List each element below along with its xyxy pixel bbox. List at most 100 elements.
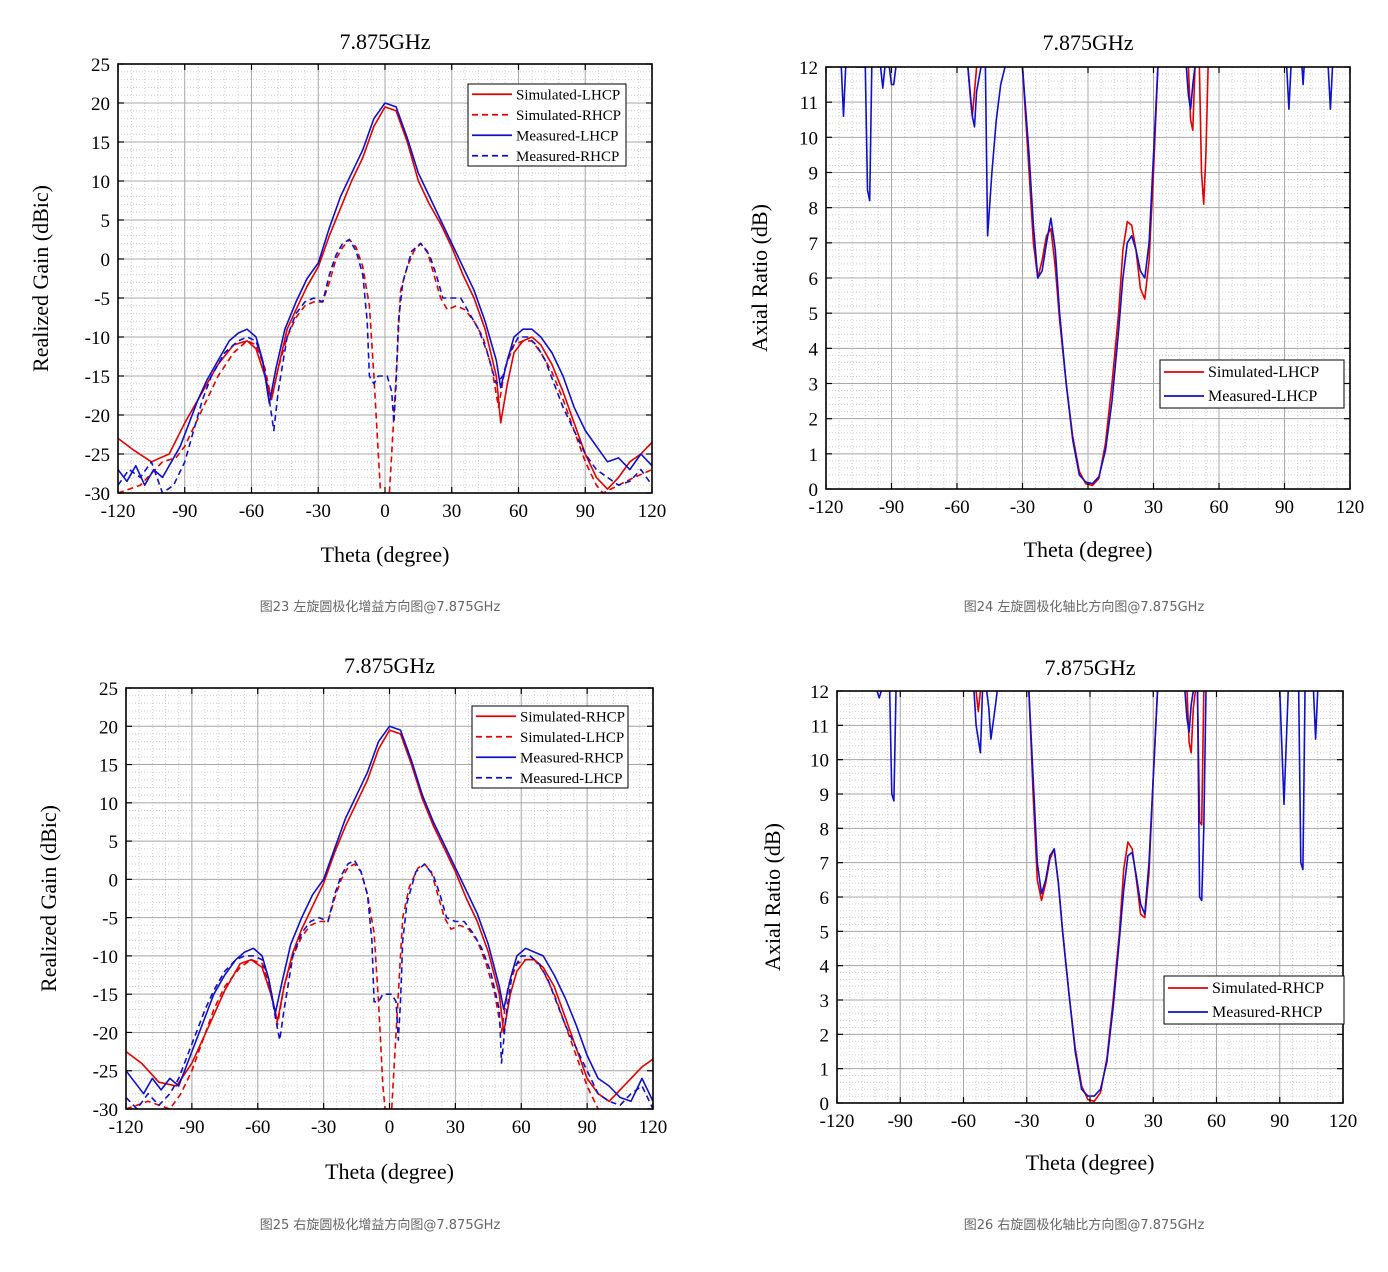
y-tick-label: -10 — [93, 947, 118, 968]
series-line-measured-lhcp — [840, 67, 1334, 485]
x-tick-label: 90 — [576, 501, 595, 522]
y-tick-label: 10 — [799, 128, 818, 149]
y-tick-label: 1 — [820, 1060, 830, 1081]
legend-label: Measured-LHCP — [520, 771, 622, 787]
legend-label: Measured-LHCP — [516, 128, 618, 144]
y-tick-label: 3 — [820, 991, 830, 1012]
series-line-simulated-rhcp — [126, 729, 653, 1103]
series-line-measured-rhcp — [876, 691, 1319, 1097]
x-tick-label: 90 — [1270, 1111, 1289, 1132]
y-tick-label: -20 — [93, 1023, 118, 1044]
x-tick-label: -30 — [311, 1117, 336, 1138]
x-tick-label: 60 — [1207, 1111, 1226, 1132]
legend-label: Simulated-RHCP — [516, 108, 621, 124]
legend: Simulated-RHCP Simulated-LHCP Measured-RHC… — [471, 705, 629, 789]
x-tick-label: 0 — [1083, 497, 1093, 518]
legend-label: Simulated-LHCP — [516, 87, 620, 103]
legend-label: Simulated-LHCP — [1208, 364, 1319, 381]
x-tick-label: -30 — [1010, 497, 1035, 518]
y-tick-label: 5 — [809, 304, 819, 325]
y-tick-label: 7 — [820, 854, 830, 875]
x-tick-label: -120 — [109, 1117, 144, 1138]
x-axis-label: Theta (degree) — [321, 542, 450, 567]
y-tick-label: 8 — [809, 199, 819, 220]
x-tick-label: 90 — [1275, 497, 1294, 518]
x-tick-label: -60 — [245, 1117, 270, 1138]
y-tick-label: 11 — [800, 93, 818, 114]
x-tick-label: -120 — [101, 501, 136, 522]
y-tick-label: 9 — [809, 164, 819, 185]
series-line-simulated-rhcp — [975, 691, 1205, 1103]
legend-label: Simulated-LHCP — [520, 730, 624, 746]
x-axis-label: Theta (degree) — [325, 1159, 454, 1184]
y-axis-label: Realized Gain (dBic) — [28, 185, 53, 372]
y-tick-label: 4 — [809, 339, 819, 360]
y-tick-label: 25 — [91, 55, 110, 76]
y-axis-label: Realized Gain (dBic) — [36, 805, 61, 992]
y-tick-label: 12 — [810, 682, 829, 703]
y-tick-label: 5 — [101, 211, 111, 232]
y-tick-label: 15 — [99, 756, 118, 777]
chart-panel-rhcp-gain: -120 -90 -60 -30 0 30 60 90 120 -30 -25 -20 -15 -10 -5… — [0, 636, 694, 1272]
y-tick-label: 2 — [820, 1025, 830, 1046]
series-line-simulated-lhcp — [118, 106, 652, 490]
y-tick-label: 9 — [820, 785, 830, 806]
series-group — [118, 102, 652, 493]
series-line-measured-lhcp — [126, 859, 653, 1109]
x-tick-label: 60 — [512, 1117, 531, 1138]
x-tick-label: 30 — [446, 1117, 465, 1138]
series-group — [840, 67, 1334, 487]
x-tick-label: 30 — [1144, 1111, 1163, 1132]
y-tick-label: 6 — [820, 888, 830, 909]
y-tick-label: 7 — [809, 234, 819, 255]
y-tick-label: 8 — [820, 819, 830, 840]
y-tick-label: 0 — [809, 480, 819, 501]
y-tick-label: 10 — [99, 794, 118, 815]
x-tick-label: 120 — [639, 1117, 668, 1138]
chart-title: 7.875GHz — [1042, 30, 1133, 55]
x-tick-label: 120 — [1336, 497, 1365, 518]
series-group — [126, 725, 653, 1109]
y-tick-label: 5 — [109, 832, 119, 853]
x-tick-label: -30 — [1014, 1111, 1039, 1132]
y-tick-label: 4 — [820, 957, 830, 978]
x-tick-label: 120 — [1329, 1111, 1358, 1132]
y-tick-label: -5 — [102, 909, 118, 930]
y-tick-label: 0 — [820, 1094, 830, 1115]
chart-lhcp-gain: -120 -90 -60 -30 0 30 60 90 120 -30 -25 -20 -15 -10 -5… — [28, 29, 666, 567]
x-axis-label: Theta (degree) — [1026, 1150, 1155, 1175]
chart-title: 7.875GHz — [344, 653, 435, 678]
y-axis-label: Axial Ratio (dB) — [747, 204, 772, 352]
x-tick-label: 0 — [380, 501, 390, 522]
x-tick-label: -30 — [306, 501, 331, 522]
y-tick-label: 20 — [91, 94, 110, 115]
x-tick-label: -60 — [951, 1111, 976, 1132]
chart-panel-lhcp-gain: -120 -90 -60 -30 0 30 60 90 120 -30 -25 -20 -15 -10 -5… — [0, 0, 694, 636]
y-tick-label: 5 — [820, 922, 830, 943]
y-tick-label: -10 — [85, 328, 110, 349]
chart-title: 7.875GHz — [1044, 655, 1135, 680]
x-tick-label: -90 — [172, 501, 197, 522]
x-tick-label: 90 — [578, 1117, 597, 1138]
legend: Simulated-LHCP Simulated-RHCP Measured-LHC… — [467, 83, 627, 167]
y-tick-label: -30 — [85, 484, 110, 505]
series-line-measured-rhcp — [126, 725, 653, 1103]
x-tick-label: -90 — [179, 1117, 204, 1138]
legend-label: Measured-RHCP — [520, 750, 623, 766]
x-tick-label: 30 — [1144, 497, 1163, 518]
y-tick-label: -30 — [93, 1100, 118, 1121]
figure-caption: 图24 左旋圆极化轴比方向图@7.875GHz — [963, 600, 1205, 615]
y-tick-label: 15 — [91, 133, 110, 154]
figure-caption: 图26 右旋圆极化轴比方向图@7.875GHz — [963, 1218, 1205, 1233]
y-tick-label: -15 — [93, 985, 118, 1006]
y-tick-label: 2 — [809, 410, 819, 431]
y-tick-label: 11 — [811, 716, 829, 737]
y-tick-label: 3 — [809, 375, 819, 396]
legend-label: Measured-RHCP — [1212, 1004, 1322, 1021]
x-tick-label: -90 — [888, 1111, 913, 1132]
series-line-measured-lhcp — [118, 102, 652, 486]
x-tick-label: -90 — [879, 497, 904, 518]
chart-lhcp-axial-ratio: -120 -90 -60 -30 0 30 60 90 12001234567891011127… — [747, 30, 1365, 562]
y-tick-label: -15 — [85, 367, 110, 388]
legend: Simulated-LHCP Measured-LHCP — [1159, 359, 1345, 409]
